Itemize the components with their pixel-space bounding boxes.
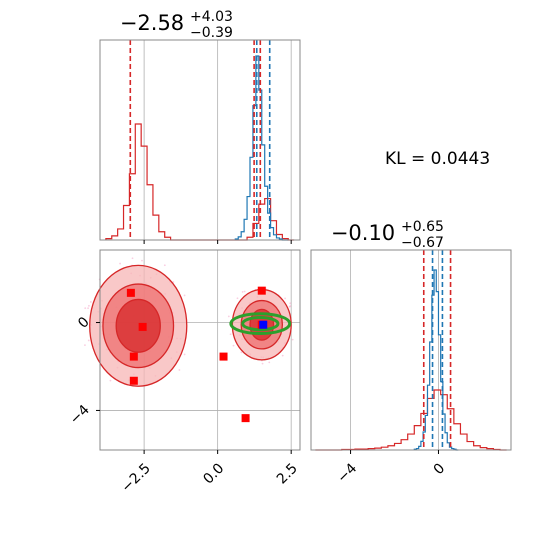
sample-point <box>183 294 186 297</box>
right-xtick-label-0: −4 <box>334 460 360 486</box>
sample-point <box>261 362 264 365</box>
sample-point <box>87 307 89 310</box>
right-histogram-series-0 <box>315 389 507 451</box>
contour-ytick-label-1: −4 <box>67 402 93 428</box>
contour-xtick-label-1: 0.0 <box>200 460 227 487</box>
sample-point <box>227 315 230 318</box>
right-panel-title-upper: +0.65 <box>401 219 444 235</box>
sample-point <box>163 264 166 267</box>
top-panel-title-value: −2.58 <box>120 11 184 35</box>
marker-point-0 <box>126 288 135 297</box>
sample-point <box>232 344 235 347</box>
sample-point <box>240 351 243 354</box>
right-histogram-series-1 <box>413 269 459 451</box>
right-panel-title-value: −0.10 <box>331 221 395 245</box>
right-panel-title-lower: −0.67 <box>401 235 444 251</box>
sample-point <box>84 344 86 347</box>
sample-point <box>289 302 292 305</box>
marker-point-4 <box>219 352 228 361</box>
right-xtick-label-1: 0 <box>431 460 449 478</box>
marker-point-5 <box>241 414 250 423</box>
marker-point-1 <box>138 322 147 331</box>
contour-xtick-label-0: −2.5 <box>119 460 154 495</box>
top-panel-title-lower: −0.39 <box>190 25 233 41</box>
marker-point-3 <box>129 376 138 385</box>
top-panel-title-upper: +4.03 <box>190 9 233 25</box>
sample-point <box>289 305 292 307</box>
top-panel-frame <box>99 39 301 241</box>
contour-1-blob-0-level-1 <box>241 315 280 332</box>
contour-panel-frame <box>99 249 301 451</box>
sample-point <box>241 291 244 293</box>
right-histogram-panel: −4 0 <box>310 249 512 486</box>
marker-point-6 <box>257 286 266 295</box>
sample-point <box>88 304 90 307</box>
top-histogram-panel <box>99 39 301 244</box>
sample-point <box>284 297 287 300</box>
sample-point <box>119 262 121 265</box>
sample-point <box>229 333 232 336</box>
contour-1-blob-0-level-0 <box>229 312 292 336</box>
sample-point <box>89 301 92 303</box>
contour-panel: −2.5 0.0 2.50−4 <box>67 249 301 496</box>
top-histogram-series-0 <box>105 123 295 241</box>
marker-point-8 <box>259 320 268 329</box>
sample-point <box>84 307 87 310</box>
contour-0-blob-0-level-2 <box>115 298 161 353</box>
sample-point <box>243 290 246 293</box>
sample-point <box>268 361 271 364</box>
sample-point <box>281 354 284 357</box>
right-panel-title: −0.10 +0.65−0.67 <box>331 219 444 251</box>
kl-annotation: KL = 0.0443 <box>385 149 490 169</box>
sample-point <box>172 281 175 283</box>
right-panel-frame <box>310 249 512 451</box>
sample-point <box>87 339 90 342</box>
sample-point <box>131 257 134 260</box>
sample-point <box>178 369 181 371</box>
sample-point <box>236 297 239 300</box>
top-histogram-series-1 <box>234 55 289 241</box>
sample-point <box>109 379 112 382</box>
sample-point <box>183 353 186 356</box>
sample-point <box>291 338 294 341</box>
contour-xtick-label-2: 2.5 <box>274 460 301 487</box>
marker-point-2 <box>129 352 138 361</box>
sample-point <box>141 259 143 262</box>
top-panel-title: −2.58 +4.03−0.39 <box>120 9 233 41</box>
